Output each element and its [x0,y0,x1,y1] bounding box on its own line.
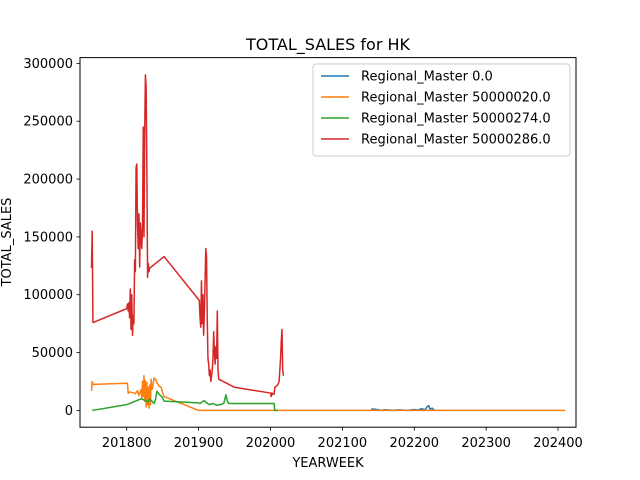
plot-lines [90,74,566,412]
x-tick-label: 201800 [102,436,152,451]
x-tick-label: 202000 [246,436,296,451]
x-axis: 201800 201900 202000 202100 202200 202300 2024… [102,427,583,451]
series-line-1 [90,374,566,412]
y-tick-label: 250000 [23,115,73,130]
x-tick-label: 201900 [174,436,224,451]
y-tick-label: 150000 [23,230,73,245]
x-tick-label: 202200 [389,436,439,451]
y-tick-label: 0 [65,404,73,419]
series-line-3 [90,74,285,398]
legend-entry-1: Regional_Master 50000020.0 [361,91,551,106]
legend-entry-3: Regional_Master 50000286.0 [361,133,551,148]
y-tick-label: 100000 [23,288,73,303]
legend: Regional_Master 0.0 Regional_Master 50000… [312,63,571,157]
y-tick-label: 300000 [23,57,73,72]
x-tick-label: 202300 [461,436,511,451]
y-tick-label: 200000 [23,173,73,188]
chart-title: TOTAL_SALES for HK [245,35,411,55]
x-axis-label: YEARWEEK [291,456,364,471]
legend-entry-0: Regional_Master 0.0 [361,70,493,85]
series-line-2 [92,390,278,412]
y-axis-label: TOTAL_SALES [0,198,15,288]
legend-box [312,63,571,157]
x-tick-label: 202100 [318,436,368,451]
y-tick-label: 50000 [32,346,73,361]
legend-entry-2: Regional_Master 50000274.0 [361,112,551,127]
y-axis: 0 50000 100000 150000 200000 250000 300000 [23,57,80,419]
x-tick-label: 202400 [533,436,583,451]
plot-frame [79,57,577,428]
